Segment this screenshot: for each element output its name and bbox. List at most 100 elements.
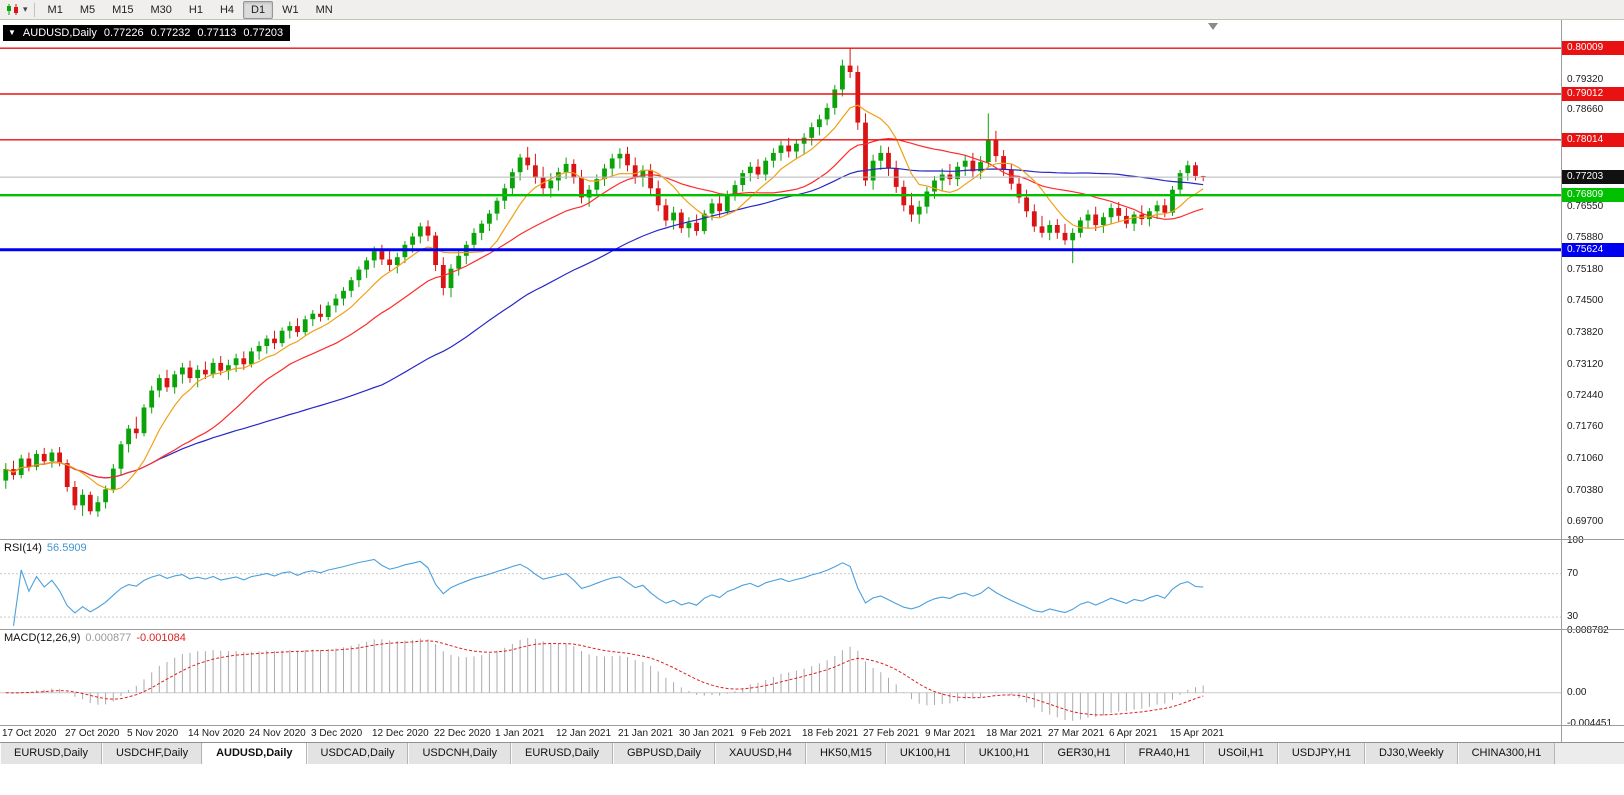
timeframe-button-m15[interactable]: M15 [112, 3, 134, 16]
chart-ohlc-infobar: ▼ AUDUSD,Daily 0.77226 0.77232 0.77113 0… [3, 25, 291, 41]
chart-area[interactable]: 0.79320 0.78660 0.76550 0.75880 0.75180 0.745… [0, 20, 1624, 742]
price-axis-tick: 0.75880 [1567, 232, 1604, 243]
chart-tab-13-usoil-h1[interactable]: USOil,H1 [1204, 743, 1278, 764]
timeframe-buttons: M1 M5 M15 M30 H1 H4 D1 W1 MN [40, 0, 341, 19]
rsi-label: RSI(14) 56.5909 [4, 542, 92, 554]
timeframe-button-h4[interactable]: H4 [219, 3, 235, 16]
price-badge-support-blue: 0.75624 [1562, 243, 1624, 257]
date-label: 22 Dec 2020 [434, 728, 491, 739]
chart-tab-7-xauusd-h4[interactable]: XAUUSD,H4 [714, 743, 806, 764]
date-label: 9 Mar 2021 [925, 728, 976, 739]
timeframe-button-h1[interactable]: H1 [188, 3, 203, 16]
chart-tab-15-dj30-weekly[interactable]: DJ30,Weekly [1364, 743, 1458, 764]
date-label: 18 Feb 2021 [802, 728, 859, 739]
macd-name: MACD(12,26,9) [4, 632, 81, 644]
timeframe-button-m30[interactable]: M30 [150, 3, 172, 16]
price-badge-resistance-1: 0.80009 [1562, 41, 1624, 55]
date-label: 27 Mar 2021 [1048, 728, 1105, 739]
date-axis[interactable]: 17 Oct 2020 27 Oct 2020 5 Nov 2020 14 Nov 2… [0, 726, 1561, 742]
macd-indicator-panel[interactable] [0, 630, 1561, 725]
date-label: 18 Mar 2021 [986, 728, 1043, 739]
chart-tab-3-usdcad-daily[interactable]: USDCAD,Daily [306, 743, 409, 764]
price-badge-resistance-3: 0.78014 [1562, 133, 1624, 147]
rsi-axis-tick: 100 [1567, 535, 1584, 546]
panel-separator-rsi[interactable] [0, 539, 1624, 540]
chart-tab-14-usdjpy-h1[interactable]: USDJPY,H1 [1277, 743, 1365, 764]
timeframe-button-m1[interactable]: M1 [47, 3, 63, 16]
price-axis[interactable]: 0.79320 0.78660 0.76550 0.75880 0.75180 0.745… [1561, 20, 1624, 742]
rsi-indicator-panel[interactable] [0, 540, 1561, 629]
panel-separator-macd[interactable] [0, 629, 1624, 630]
date-label: 30 Jan 2021 [679, 728, 735, 739]
price-axis-tick: 0.75180 [1567, 264, 1604, 275]
macd-axis-tick: 0.00 [1567, 687, 1587, 698]
macd-histogram [13, 638, 1204, 721]
price-badge-resistance-2: 0.79012 [1562, 87, 1624, 101]
toolbar-separator [33, 2, 35, 17]
price-axis-tick: 0.71060 [1567, 453, 1604, 464]
price-axis-tick: 0.73820 [1567, 327, 1604, 338]
date-label: 15 Apr 2021 [1170, 728, 1224, 739]
timeframe-button-w1[interactable]: W1 [282, 3, 299, 16]
price-axis-tick: 0.79320 [1567, 74, 1604, 85]
ma-slow-blue [5, 167, 1204, 479]
candlestick-series [3, 48, 1206, 517]
price-axis-tick: 0.70380 [1567, 485, 1604, 496]
price-axis-tick: 0.73120 [1567, 359, 1604, 370]
chart-tab-12-fra40-h1[interactable]: FRA40,H1 [1124, 743, 1205, 764]
chart-tab-8-hk50-m15[interactable]: HK50,M15 [805, 743, 886, 764]
macd-signal-line [5, 640, 1204, 716]
date-label: 21 Jan 2021 [618, 728, 674, 739]
chevron-down-icon[interactable]: ▾ [23, 4, 28, 14]
chart-shift-marker[interactable] [1208, 23, 1218, 30]
chart-symbol-label: AUDUSD,Daily [22, 26, 97, 39]
date-label: 1 Jan 2021 [495, 728, 545, 739]
chart-tab-1-usdchf-daily[interactable]: USDCHF,Daily [101, 743, 203, 764]
date-label: 27 Feb 2021 [863, 728, 920, 739]
chart-tab-4-usdcnh-daily[interactable]: USDCNH,Daily [408, 743, 512, 764]
ohlc-close: 0.77203 [243, 26, 284, 39]
chart-tab-11-ger30-h1[interactable]: GER30,H1 [1043, 743, 1125, 764]
chart-tab-10-uk100-h1[interactable]: UK100,H1 [964, 743, 1044, 764]
price-axis-tick: 0.76550 [1567, 201, 1604, 212]
rsi-name: RSI(14) [4, 542, 42, 554]
timeframe-button-m5[interactable]: M5 [79, 3, 96, 16]
macd-axis-tick: 0.008782 [1567, 625, 1609, 636]
date-label: 3 Dec 2020 [311, 728, 363, 739]
ohlc-high: 0.77232 [150, 26, 191, 39]
rsi-axis-tick: 70 [1567, 568, 1579, 579]
date-label: 12 Dec 2020 [372, 728, 429, 739]
macd-signal-value: -0.001084 [136, 632, 186, 644]
chart-tabs-bar: EURUSD,Daily USDCHF,Daily AUDUSD,Daily USDC… [0, 742, 1624, 764]
chart-tab-2-audusd-daily[interactable]: AUDUSD,Daily [202, 743, 307, 764]
date-label: 27 Oct 2020 [65, 728, 120, 739]
ohlc-open: 0.77226 [103, 26, 144, 39]
chart-tab-0-eurusd-daily[interactable]: EURUSD,Daily [0, 743, 102, 764]
price-axis-tick: 0.71760 [1567, 421, 1604, 432]
price-badge-support-green: 0.76809 [1562, 188, 1624, 202]
price-axis-tick: 0.69700 [1567, 516, 1604, 527]
macd-label: MACD(12,26,9) 0.000877 -0.001084 [4, 632, 191, 644]
date-label: 14 Nov 2020 [188, 728, 245, 739]
chart-tab-5-eurusd-daily[interactable]: EURUSD,Daily [511, 743, 613, 764]
collapse-arrow-icon[interactable]: ▼ [8, 28, 16, 37]
chart-tab-6-gbpusd-daily[interactable]: GBPUSD,Daily [613, 743, 715, 764]
ohlc-low: 0.77113 [197, 26, 237, 39]
price-axis-tick: 0.72440 [1567, 390, 1604, 401]
date-label: 6 Apr 2021 [1109, 728, 1158, 739]
date-label: 9 Feb 2021 [741, 728, 792, 739]
date-label: 24 Nov 2020 [249, 728, 306, 739]
chart-type-icon[interactable] [4, 2, 22, 17]
main-price-chart[interactable] [0, 20, 1561, 539]
macd-main-value: 0.000877 [85, 632, 132, 644]
mini-candlestick-icon [7, 4, 18, 15]
timeframe-button-d1[interactable]: D1 [243, 0, 274, 19]
chart-tab-9-uk100-h1[interactable]: UK100,H1 [885, 743, 965, 764]
timeframe-button-mn[interactable]: MN [315, 3, 333, 16]
chart-tab-16-china300-h1[interactable]: CHINA300,H1 [1457, 743, 1556, 764]
price-badge-current-price: 0.77203 [1562, 170, 1624, 184]
panel-separator-dates [0, 725, 1624, 726]
status-bar [0, 764, 1624, 795]
date-label: 17 Oct 2020 [2, 728, 57, 739]
